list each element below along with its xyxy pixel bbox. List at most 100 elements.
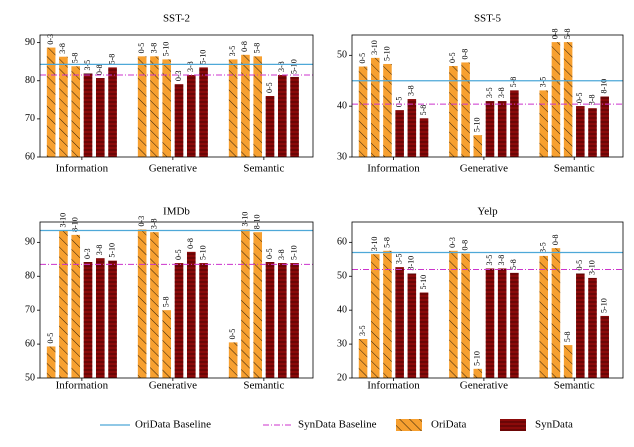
bar-hatch xyxy=(83,262,93,378)
x-tick-label: Information xyxy=(56,163,109,175)
bar-hatch xyxy=(449,250,458,378)
x-tick-label: Generative xyxy=(460,380,508,392)
bar-label: 5-8 xyxy=(382,237,391,248)
bar-hatch xyxy=(383,63,392,157)
x-tick-label: Generative xyxy=(149,163,197,175)
bar-hatch xyxy=(228,59,238,157)
bar-label: 3-8 xyxy=(149,43,158,54)
bar-label: 0-3 xyxy=(83,248,92,259)
y-tick-label: 60 xyxy=(337,237,347,248)
bar-hatch xyxy=(407,99,417,157)
bar-hatch xyxy=(253,56,263,157)
bar-label: 5-8 xyxy=(71,53,80,64)
y-tick-label: 80 xyxy=(25,271,35,282)
bar-label: 3-8 xyxy=(149,219,158,230)
bar-hatch xyxy=(150,56,159,157)
bar-label: 5-10 xyxy=(162,42,171,57)
bar-label: 3-8 xyxy=(186,61,195,72)
bar-hatch xyxy=(59,56,68,158)
legend-hatch xyxy=(396,419,422,431)
bar-hatch xyxy=(419,118,429,157)
bar-hatch xyxy=(383,250,392,378)
bar-label: 5-8 xyxy=(253,43,262,54)
bar-label: 0-5 xyxy=(358,53,367,64)
bar-hatch xyxy=(174,84,184,157)
bar-hatch xyxy=(108,67,117,157)
legend-label: OriData xyxy=(431,419,467,431)
bar-label: 0-3 xyxy=(448,237,457,248)
bar-label: 0-5 xyxy=(575,260,584,271)
chart-title: IMDb xyxy=(163,206,190,218)
bar-label: 3-8 xyxy=(407,85,416,96)
bar-hatch xyxy=(265,96,275,157)
bar-label: 0-8 xyxy=(551,234,560,245)
bar-label: 3-10 xyxy=(58,213,67,228)
bar-label: 5-8 xyxy=(107,54,116,65)
bar-label: 3-8 xyxy=(277,61,286,72)
bar-hatch xyxy=(46,346,56,378)
bar-label: 0-8 xyxy=(95,64,104,75)
bar-label: 5-8 xyxy=(509,77,518,88)
bar-label: 3-8 xyxy=(587,95,596,106)
bar-hatch xyxy=(576,106,585,157)
bar-hatch xyxy=(162,310,172,378)
bar-label: 5-10 xyxy=(382,46,391,61)
x-tick-label: Semantic xyxy=(243,380,284,392)
bar-hatch xyxy=(395,110,404,157)
bar-label: 5-10 xyxy=(198,50,207,65)
bar-label: 3-5 xyxy=(539,242,548,253)
bar-hatch xyxy=(539,90,549,157)
bar-label: 0-5 xyxy=(174,249,183,260)
bar-hatch xyxy=(551,248,561,378)
bar-hatch xyxy=(600,96,609,157)
bar-hatch xyxy=(510,90,519,157)
bar-label: 3-5 xyxy=(83,60,92,71)
bar-label: 0-5 xyxy=(265,82,274,93)
bar-hatch xyxy=(600,315,609,378)
bar-label: 0-8 xyxy=(186,238,195,249)
x-tick-label: Information xyxy=(56,380,109,392)
bar-label: 5-10 xyxy=(473,351,482,366)
bar-label: 3-8 xyxy=(497,87,506,98)
bar-label: 3-8 xyxy=(95,245,104,256)
bar-label: 0-5 xyxy=(448,52,457,63)
plot-frame xyxy=(39,221,314,379)
bar-label: 5-10 xyxy=(600,298,609,313)
x-tick-label: Semantic xyxy=(554,163,595,175)
bar-label: 5-8 xyxy=(162,297,171,308)
bar-label: 0-5 xyxy=(228,329,237,340)
y-tick-label: 20 xyxy=(337,372,347,383)
bar-label: 5-10 xyxy=(473,117,482,132)
y-tick-label: 50 xyxy=(337,271,347,282)
bar-hatch xyxy=(241,229,250,378)
legend-label: SynData Baseline xyxy=(298,419,377,431)
bar-label: 3-10 xyxy=(587,260,596,275)
bar-hatch xyxy=(370,254,380,378)
bar-hatch xyxy=(265,262,275,378)
bar-label: 3-8 xyxy=(58,43,67,54)
y-tick-label: 30 xyxy=(337,151,347,162)
bar-hatch xyxy=(563,345,573,378)
y-tick-label: 60 xyxy=(25,338,35,349)
bar-hatch xyxy=(71,66,81,157)
bar-label: 3-8 xyxy=(497,255,506,266)
bar-label: 5-8 xyxy=(563,28,572,39)
bar-label: 3-10 xyxy=(370,40,379,55)
bar-label: 0-5 xyxy=(394,97,403,108)
bar-label: 3-5 xyxy=(394,253,403,264)
plot-frame xyxy=(39,34,314,158)
bar-hatch xyxy=(253,232,263,378)
legend-hatch xyxy=(500,419,526,431)
bar-hatch xyxy=(59,230,68,378)
bar-hatch xyxy=(137,56,147,157)
bar-label: 0-3 xyxy=(46,34,55,45)
bar-hatch xyxy=(199,263,208,378)
chart-title: SST-5 xyxy=(474,13,502,25)
bar-hatch xyxy=(228,342,238,378)
bar-label: 3-8 xyxy=(277,249,286,260)
bar-hatch xyxy=(150,232,159,378)
bar-label: 8-10 xyxy=(600,79,609,94)
y-tick-label: 90 xyxy=(25,37,35,48)
bar-hatch xyxy=(449,66,458,157)
